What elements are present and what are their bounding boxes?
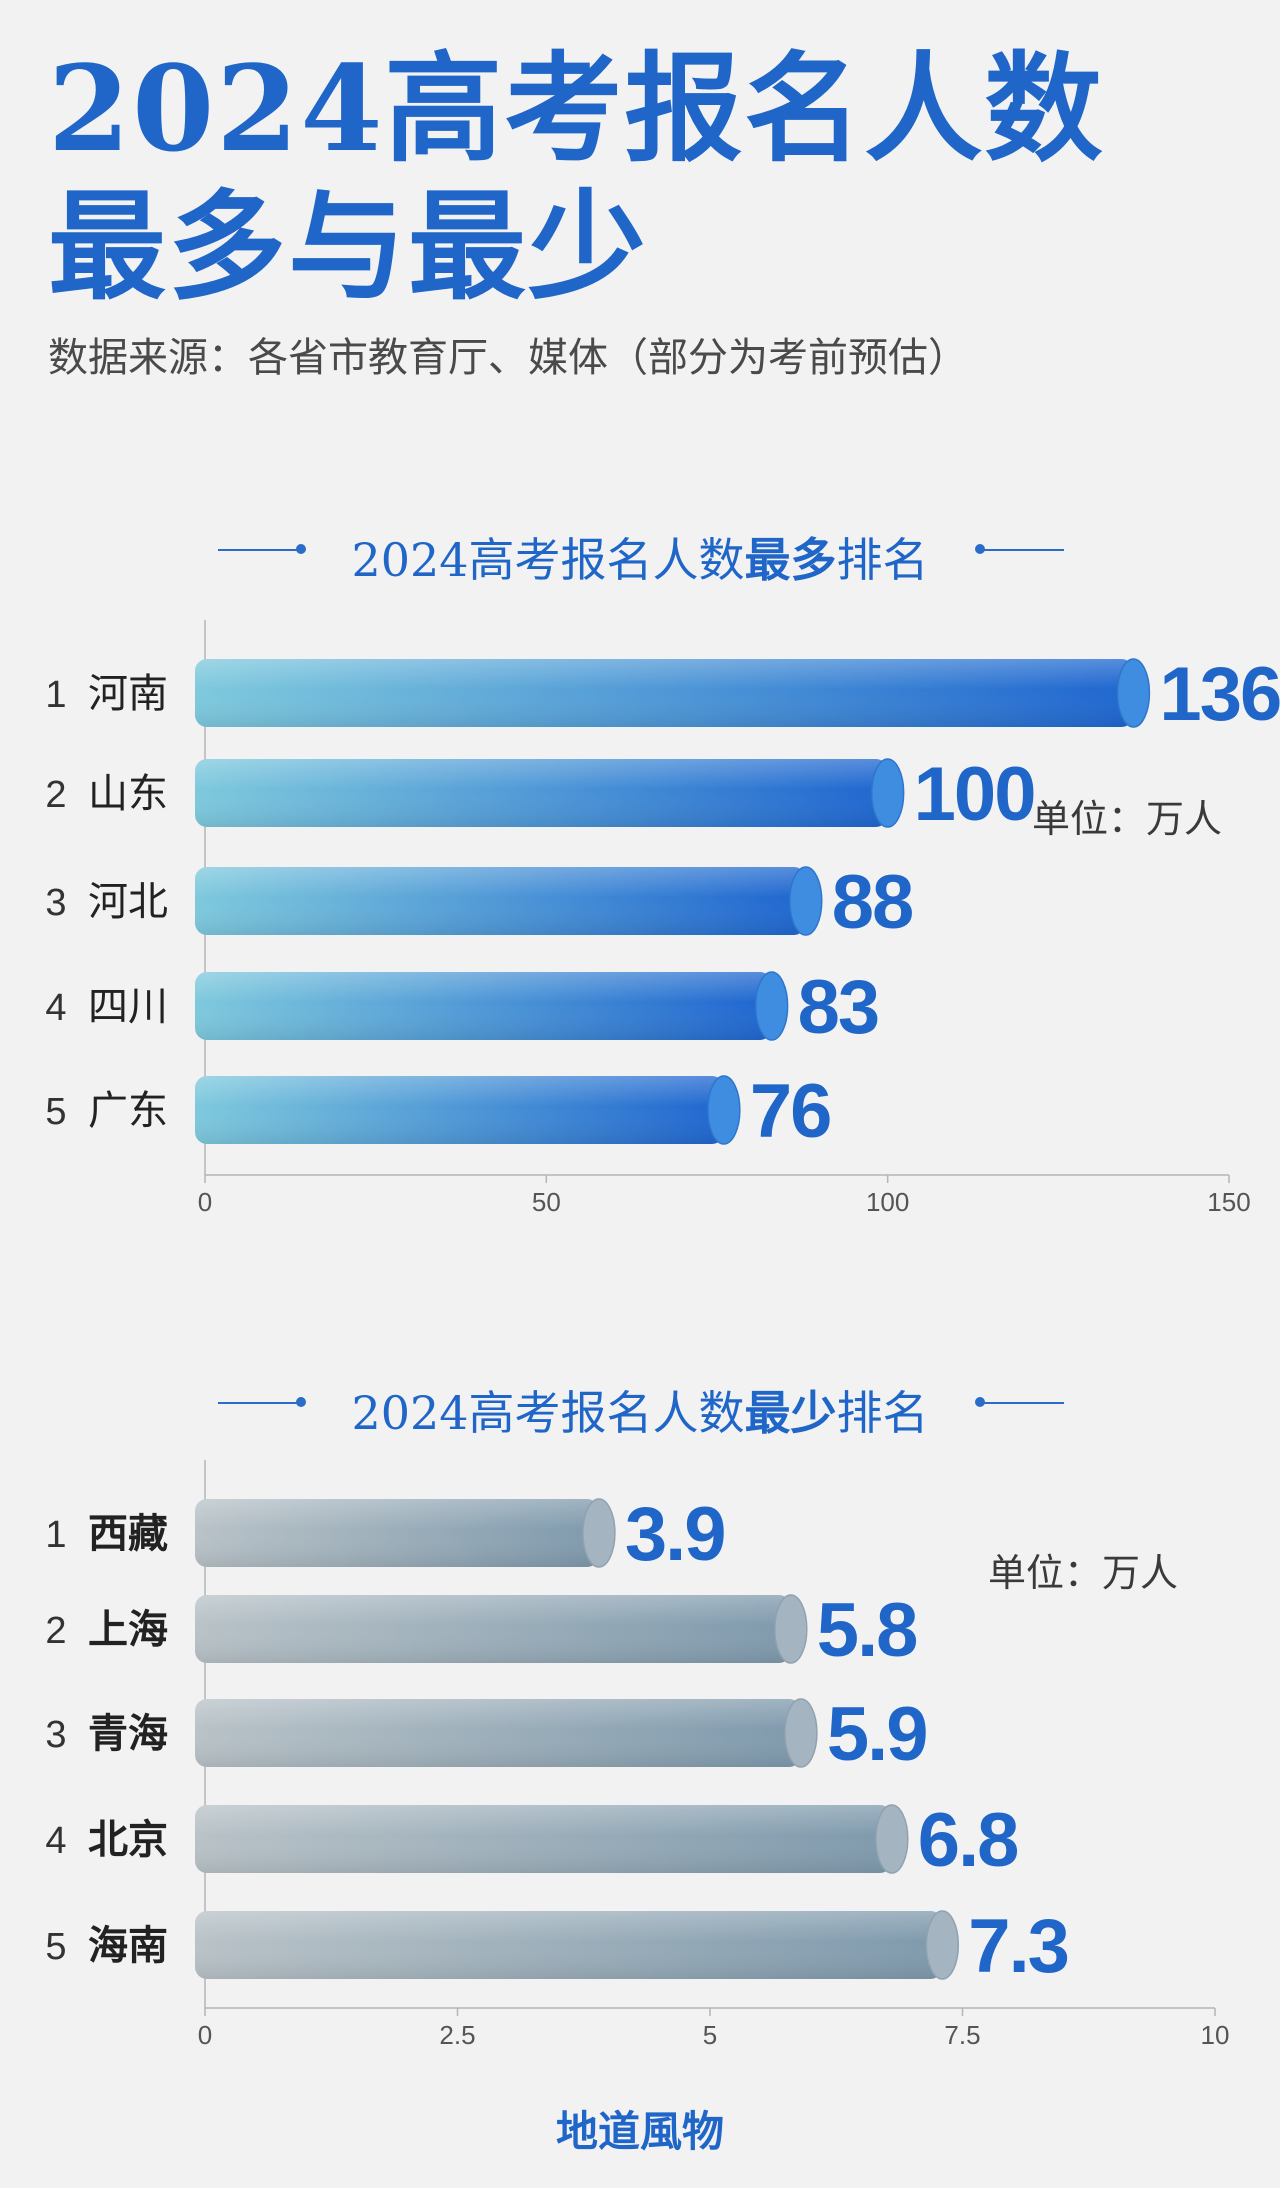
data-label: 6.8 bbox=[918, 1798, 1018, 1883]
x-tick-label: 2.5 bbox=[439, 2020, 475, 2050]
category-label: 北京 bbox=[88, 1817, 168, 1863]
heading-dot-left bbox=[296, 1397, 306, 1407]
x-tick-label: 100 bbox=[866, 1187, 909, 1217]
category-label: 河北 bbox=[88, 879, 168, 925]
row-rank: 1 bbox=[45, 674, 66, 716]
bar-highlight bbox=[195, 659, 1134, 727]
category-label: 广东 bbox=[88, 1088, 168, 1134]
bar-end-cap bbox=[707, 1075, 741, 1145]
bar-highlight bbox=[195, 1911, 943, 1979]
data-label: 5.9 bbox=[827, 1692, 927, 1777]
data-label: 83 bbox=[798, 965, 879, 1050]
most-chart: 0 50 100 150 1 河南 136 2 山东 100 3 河北 88 4 四川 83 5 广东 76 bbox=[45, 620, 1280, 1217]
bar-end-cap bbox=[925, 1910, 960, 1980]
category-label: 青海 bbox=[88, 1711, 168, 1757]
page-title: 2024高考报名人数 最多与最少 bbox=[48, 40, 1104, 316]
x-tick-label: 5 bbox=[703, 2020, 717, 2050]
most-chart-title: 2024高考报名人数最多排名 bbox=[351, 533, 929, 587]
most-chart-heading: 2024高考报名人数最多排名 bbox=[0, 520, 1280, 587]
row-rank: 4 bbox=[45, 1820, 66, 1862]
bar-highlight bbox=[195, 759, 888, 827]
x-tick-label: 50 bbox=[532, 1187, 561, 1217]
heading-line-right bbox=[980, 549, 1064, 551]
brand-logo-text: 地道風物 bbox=[555, 2107, 724, 2156]
row-rank: 3 bbox=[45, 1714, 66, 1756]
data-label: 5.8 bbox=[817, 1588, 917, 1673]
bar-end-cap bbox=[582, 1498, 616, 1568]
category-label: 西藏 bbox=[88, 1511, 168, 1557]
data-label: 100 bbox=[914, 752, 1035, 837]
least-chart-heading: 2024高考报名人数最少排名 bbox=[0, 1373, 1280, 1440]
category-label: 河南 bbox=[88, 671, 168, 717]
row-rank: 1 bbox=[45, 1514, 66, 1556]
bar-highlight bbox=[195, 1076, 724, 1144]
bar-highlight bbox=[195, 867, 806, 935]
x-tick-label: 7.5 bbox=[944, 2020, 980, 2050]
bar-end-cap bbox=[784, 1698, 818, 1768]
most-chart-unit: 单位：万人 bbox=[1032, 797, 1223, 841]
heading-line-right bbox=[980, 1402, 1064, 1404]
bar-end-cap bbox=[870, 758, 905, 828]
bar-highlight bbox=[195, 1699, 801, 1767]
row-rank: 4 bbox=[45, 987, 66, 1029]
least-chart: 0 2.5 5 7.5 10 1 西藏 3.9 2 上海 5.8 3 青海 5.9 4 北京 6.8 5 海南 7.3 bbox=[45, 1460, 1230, 2050]
row-rank: 5 bbox=[45, 1926, 66, 1968]
bar-highlight bbox=[195, 1805, 892, 1873]
data-source-note: 数据来源：各省市教育厅、媒体（部分为考前预估） bbox=[48, 335, 968, 381]
heading-line-left bbox=[218, 1402, 302, 1404]
x-tick-label: 10 bbox=[1201, 2020, 1230, 2050]
least-chart-title: 2024高考报名人数最少排名 bbox=[351, 1386, 929, 1440]
x-tick-label: 0 bbox=[198, 1187, 212, 1217]
category-label: 上海 bbox=[88, 1607, 168, 1653]
bar-end-cap bbox=[754, 971, 789, 1041]
row-rank: 5 bbox=[45, 1091, 66, 1133]
bar-highlight bbox=[195, 1499, 599, 1567]
data-label: 76 bbox=[750, 1069, 831, 1154]
row-rank: 2 bbox=[45, 1610, 66, 1652]
title-line-1: 2024高考报名人数 bbox=[48, 39, 1105, 178]
least-chart-unit: 单位：万人 bbox=[988, 1551, 1179, 1595]
x-tick-label: 0 bbox=[198, 2020, 212, 2050]
category-label: 四川 bbox=[88, 984, 168, 1030]
bar-highlight bbox=[195, 972, 772, 1040]
row-rank: 2 bbox=[45, 774, 66, 816]
bar-end-cap bbox=[774, 1594, 808, 1664]
bar-end-cap bbox=[875, 1804, 909, 1874]
data-label: 88 bbox=[832, 860, 913, 945]
bar-highlight bbox=[195, 1595, 791, 1663]
heading-dot-left bbox=[296, 544, 306, 554]
data-label: 3.9 bbox=[625, 1492, 725, 1577]
title-line-2: 最多与最少 bbox=[48, 177, 649, 316]
data-label: 136 bbox=[1159, 652, 1280, 737]
data-label: 7.3 bbox=[968, 1904, 1068, 1989]
heading-line-left bbox=[218, 549, 302, 551]
bar-end-cap bbox=[1116, 658, 1151, 728]
category-label: 海南 bbox=[88, 1923, 168, 1969]
row-rank: 3 bbox=[45, 882, 66, 924]
x-tick-label: 150 bbox=[1207, 1187, 1250, 1217]
category-label: 山东 bbox=[88, 771, 168, 817]
bar-end-cap bbox=[788, 866, 823, 936]
